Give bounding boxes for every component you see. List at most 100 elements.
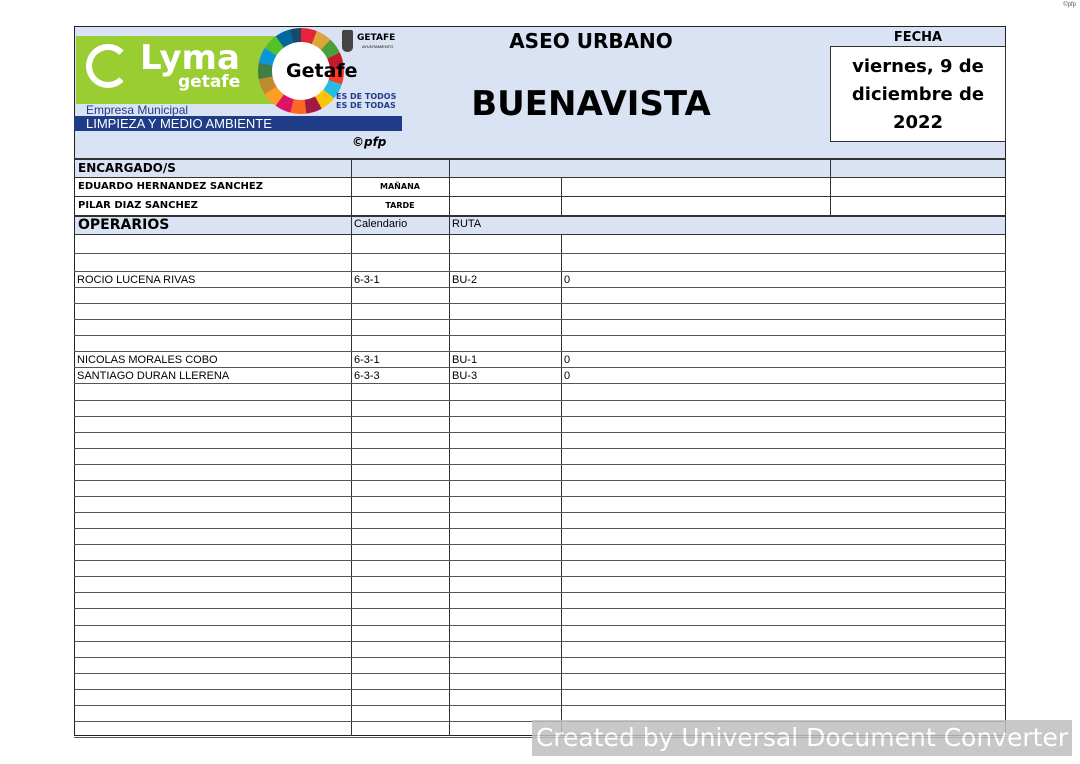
- row-divider: [74, 480, 1006, 481]
- table-row: NICOLAS MORALES COBO 6-3-1 BU-1 0: [74, 351, 1006, 367]
- row-divider: [74, 705, 1006, 706]
- row-divider: [74, 560, 1006, 561]
- encargado-name[interactable]: EDUARDO HERNANDEZ SANCHEZ: [78, 181, 264, 192]
- table-row: [74, 480, 1006, 496]
- encargado-turno[interactable]: TARDE: [385, 201, 415, 210]
- table-row: [74, 496, 1006, 512]
- table-row: [74, 592, 1006, 608]
- corner-copyright: ©pfp: [1063, 2, 1076, 8]
- company-type: Empresa Municipal: [86, 103, 189, 117]
- table-row: [74, 416, 1006, 432]
- date-line-1: viernes, 9 de: [852, 56, 984, 77]
- table-row: [74, 641, 1006, 657]
- row-divider: [74, 253, 1006, 254]
- row-divider: [74, 657, 1006, 658]
- row-divider: [74, 625, 1006, 626]
- operarios-header: [75, 215, 1005, 234]
- table-row: [74, 319, 1006, 335]
- row-divider: [74, 641, 1006, 642]
- encargado-name[interactable]: PILAR DIAZ SANCHEZ: [78, 200, 198, 211]
- logo-copyright: ©pfp: [352, 135, 387, 149]
- table-row: [74, 625, 1006, 641]
- row-divider: [74, 287, 1006, 288]
- table-row: [74, 448, 1006, 464]
- table-row: [74, 705, 1006, 721]
- date-line-2: diciembre de: [851, 84, 985, 105]
- council-name: GETAFE: [357, 33, 396, 43]
- council-sub: AYUNTAMIENTO: [362, 44, 394, 49]
- encargado-turno[interactable]: MAÑANA: [380, 182, 420, 191]
- encargados-header: [75, 158, 1005, 177]
- cell-name[interactable]: ROCIO LUCENA RIVAS: [77, 274, 196, 287]
- watermark: Created by Universal Document Converter: [532, 720, 1072, 756]
- row-divider: [74, 528, 1006, 529]
- table-row: [74, 544, 1006, 560]
- company-banner: [74, 116, 402, 131]
- row-divider: [74, 319, 1006, 320]
- row-divider: [74, 592, 1006, 593]
- brand-sub: getafe: [178, 72, 241, 92]
- row-divider: [74, 512, 1006, 513]
- row-divider: [74, 351, 1006, 352]
- table-row: [74, 657, 1006, 673]
- row-divider: [74, 673, 1006, 674]
- table-row: [74, 432, 1006, 448]
- row-divider: [74, 303, 1006, 304]
- department-title: ASEO URBANO: [509, 29, 673, 53]
- date-field[interactable]: viernes, 9 de diciembre de 2022: [830, 46, 1006, 142]
- table-row: [74, 464, 1006, 480]
- table-row: [74, 576, 1006, 592]
- row-divider: [74, 400, 1006, 401]
- date-label: FECHA: [893, 30, 943, 45]
- cell-valor[interactable]: 0: [564, 274, 571, 287]
- company-desc: LIMPIEZA Y MEDIO AMBIENTE: [86, 116, 272, 131]
- row-divider: [74, 271, 1006, 272]
- row-divider: [74, 544, 1006, 545]
- row-divider: [74, 335, 1006, 336]
- table-row: [74, 303, 1006, 319]
- slogan-1: ES DE TODOS: [336, 92, 397, 101]
- sdg-wheel-center: [272, 42, 330, 100]
- cell-calendario[interactable]: 6-3-1: [354, 274, 380, 287]
- cell-calendario[interactable]: 6-3-1: [354, 354, 380, 367]
- table-row: [74, 287, 1006, 303]
- row-divider: [74, 367, 1006, 368]
- row-divider: [74, 432, 1006, 433]
- row-divider: [74, 689, 1006, 690]
- cell-ruta[interactable]: BU-1: [452, 354, 478, 367]
- brand-name: Lyma: [140, 38, 240, 78]
- row-divider: [74, 448, 1006, 449]
- cell-name[interactable]: SANTIAGO DURAN LLERENA: [77, 370, 230, 383]
- table-row: [74, 673, 1006, 689]
- table-row: [74, 560, 1006, 576]
- row-divider: [74, 383, 1006, 384]
- slogan-2: ES DE TODAS: [336, 101, 396, 110]
- table-row: [74, 253, 1006, 272]
- cell-valor[interactable]: 0: [564, 370, 571, 383]
- table-row: [74, 335, 1006, 351]
- row-divider: [74, 496, 1006, 497]
- cell-name[interactable]: NICOLAS MORALES COBO: [77, 354, 218, 367]
- table-row: [74, 400, 1006, 416]
- cell-valor[interactable]: 0: [564, 354, 571, 367]
- row-divider: [74, 464, 1006, 465]
- table-row: SANTIAGO DURAN LLERENA 6-3-3 BU-3 0: [74, 367, 1006, 383]
- zone-title: BUENAVISTA: [471, 84, 711, 124]
- getafe-badge: Getafe: [286, 60, 358, 82]
- table-row: [74, 383, 1006, 399]
- coat-of-arms-icon: [342, 30, 353, 52]
- cell-calendario[interactable]: 6-3-3: [354, 370, 380, 383]
- cell-ruta[interactable]: BU-2: [452, 274, 478, 287]
- table-row: ROCIO LUCENA RIVAS 6-3-1 BU-2 0: [74, 271, 1006, 287]
- encargados-title: ENCARGADO/S: [78, 161, 176, 175]
- cell-ruta[interactable]: BU-3: [452, 370, 478, 383]
- table-row: [74, 234, 1006, 253]
- row-divider: [74, 608, 1006, 609]
- operarios-title: OPERARIOS: [78, 217, 170, 233]
- table-row: [74, 689, 1006, 705]
- col-calendario: Calendario: [354, 218, 408, 230]
- table-row: [74, 512, 1006, 528]
- swirl-icon: [86, 44, 130, 88]
- row-divider: [74, 416, 1006, 417]
- date-line-3: 2022: [892, 112, 944, 133]
